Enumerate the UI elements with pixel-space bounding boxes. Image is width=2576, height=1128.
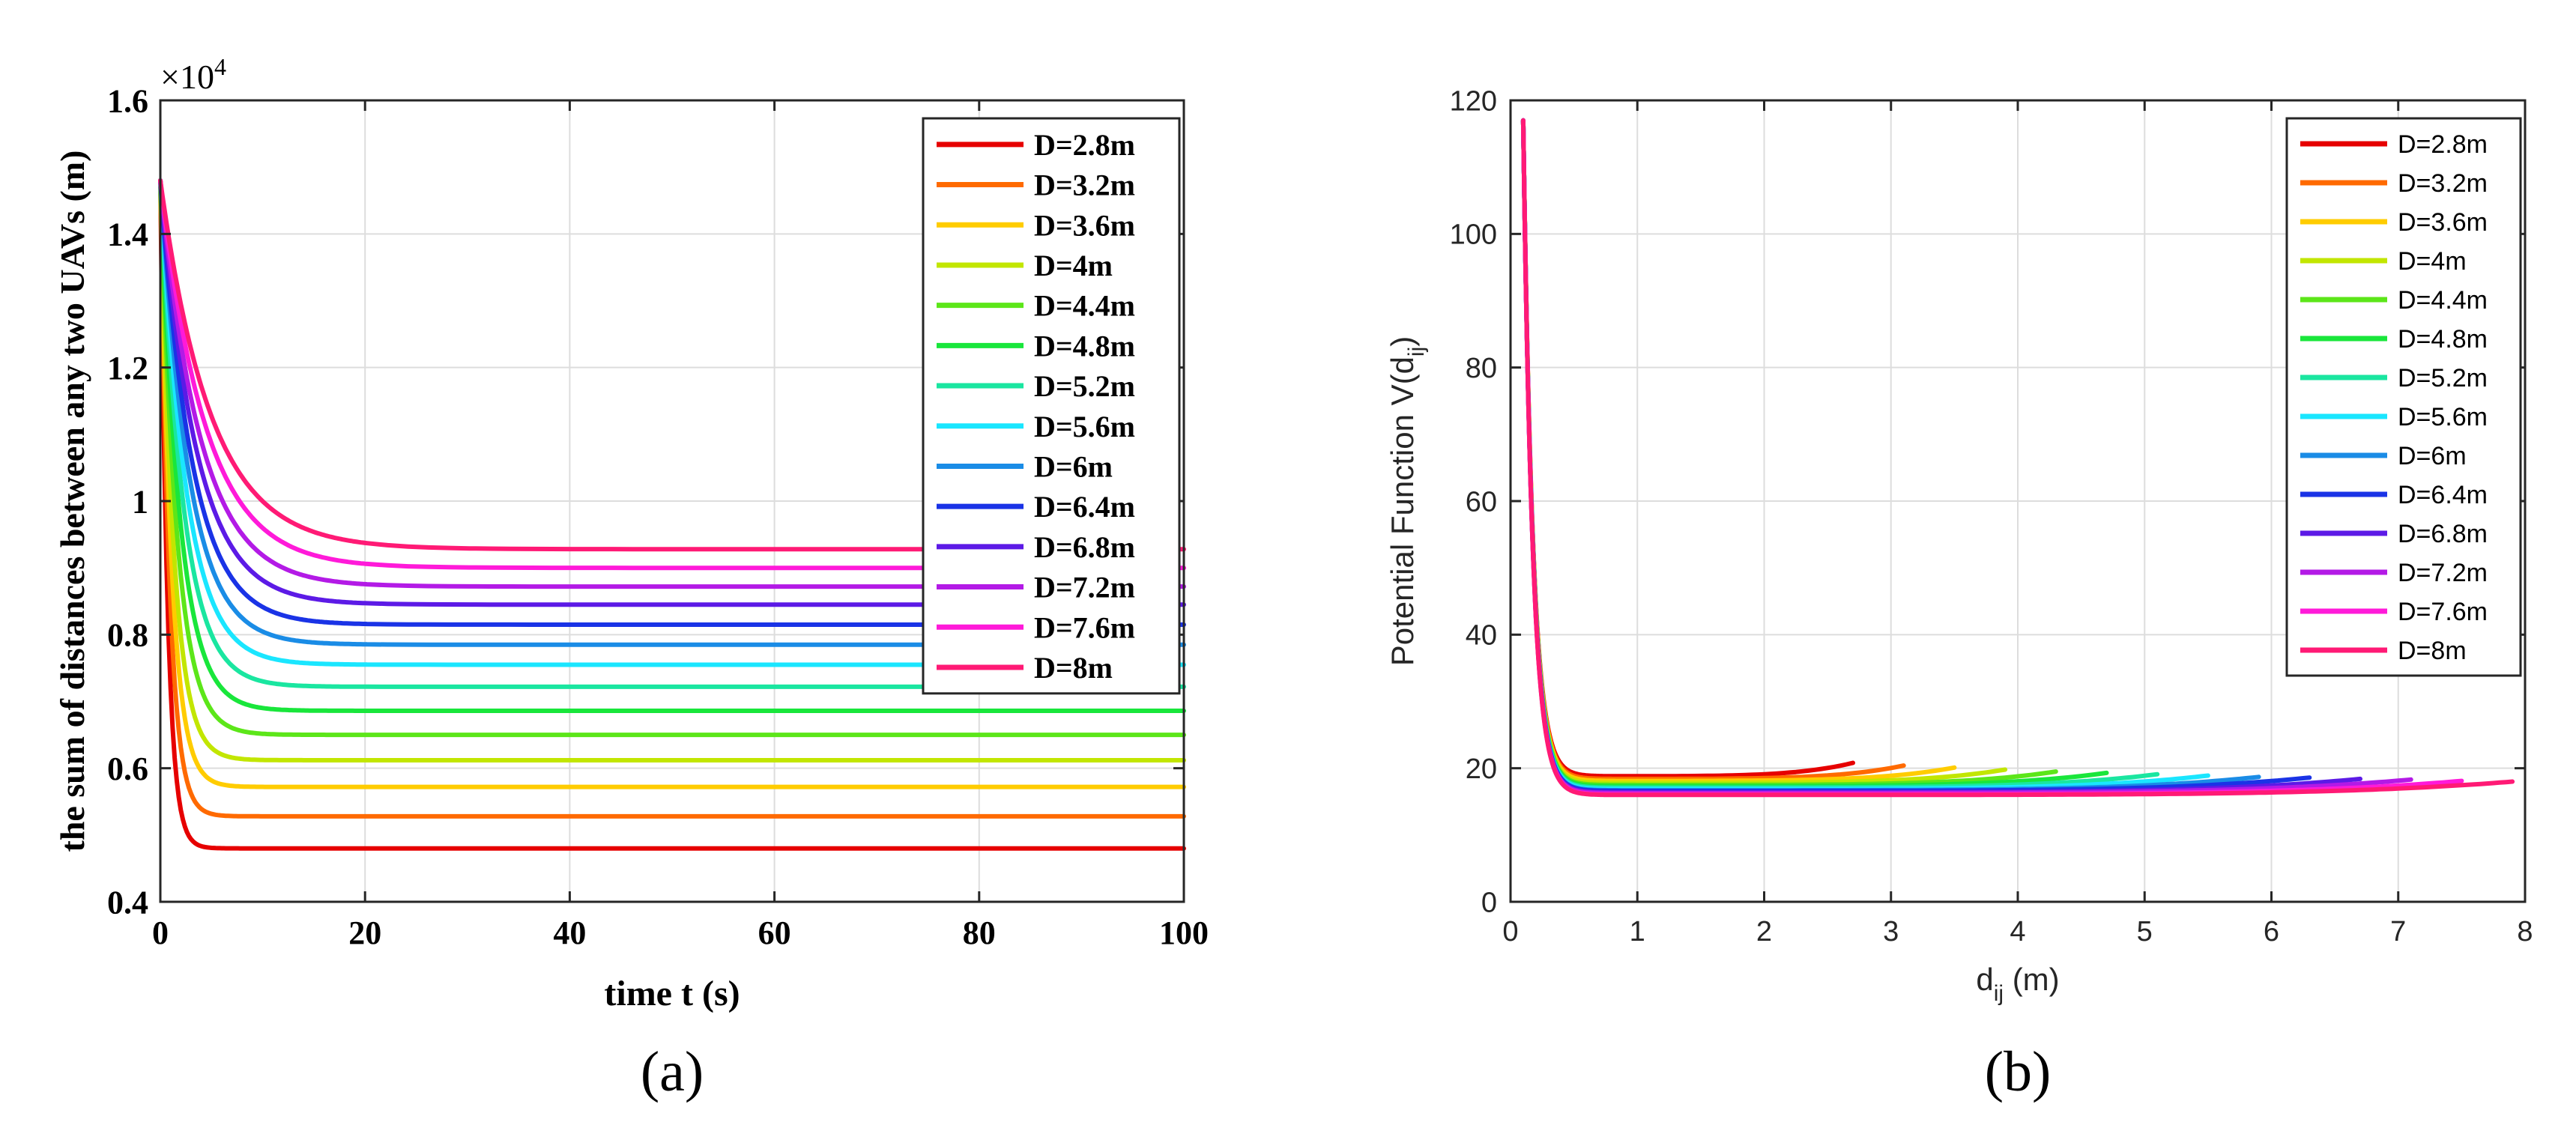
a-legend-label: D=6m (1034, 449, 1113, 483)
b-legend-label: D=5.2m (2398, 364, 2488, 392)
a-y-tick-label: 0.4 (107, 884, 148, 921)
b-y-tick-label: 60 (1466, 486, 1497, 518)
caption-b: (b) (1985, 1040, 2052, 1103)
chart-a: 0 20 40 60 80 100 0.4 0.6 0.8 1 1.2 1.4 1.6 ×104 tim… (53, 53, 1209, 1103)
a-legend-label: D=4.8m (1034, 329, 1135, 363)
a-x-tick-label: 60 (758, 915, 791, 951)
b-legend-box (2285, 117, 2522, 677)
b-legend-label: D=4m (2398, 247, 2467, 276)
chart-a-exponent-label: ×104 (160, 53, 226, 96)
chart-a-series (158, 178, 1186, 851)
a-x-tick-label: 20 (348, 915, 381, 951)
b-x-tick-label: 3 (1883, 916, 1899, 947)
b-legend-label: D=4.4m (2398, 286, 2488, 315)
b-y-tick-label: 40 (1466, 620, 1497, 652)
chart-b-x-axis-label-unit: (m) (2004, 962, 2060, 997)
a-series-line (158, 178, 1186, 689)
a-y-tick-label: 1.4 (107, 216, 148, 253)
b-y-tick-label: 100 (1450, 219, 1497, 251)
chart-a-exponent-base: ×10 (160, 58, 214, 96)
a-series-line (158, 178, 1186, 589)
b-x-tick-label: 5 (2137, 916, 2153, 947)
b-legend-label: D=5.6m (2398, 403, 2488, 431)
b-x-tick-label: 1 (1630, 916, 1645, 947)
chart-b-series (1520, 118, 2515, 798)
a-series-line (158, 178, 1186, 647)
a-legend-label: D=4m (1034, 249, 1113, 282)
chart-a-x-axis-label: time t (s) (604, 974, 740, 1013)
b-x-tick-label: 0 (1502, 916, 1518, 947)
a-legend-label: D=7.6m (1034, 610, 1135, 644)
a-series-line (158, 178, 1186, 552)
a-legend-label: D=4.4m (1034, 289, 1135, 323)
b-legend-label: D=2.8m (2398, 130, 2488, 159)
a-x-tick-label: 100 (1159, 915, 1209, 951)
b-legend-label: D=3.6m (2398, 208, 2488, 237)
a-series-line (158, 178, 1186, 762)
b-x-tick-label: 2 (1756, 916, 1772, 947)
b-y-tick-label: 0 (1481, 887, 1497, 918)
b-legend-label: D=3.2m (2398, 169, 2488, 198)
a-series-line (158, 178, 1186, 571)
a-series-line (158, 178, 1186, 713)
chart-b-x-axis-label-sub: ij (1994, 981, 2004, 1006)
b-legend-label: D=6.4m (2398, 481, 2488, 509)
b-series-line (1520, 118, 2515, 798)
a-legend-box (922, 117, 1181, 695)
chart-b-legend: D=2.8m D=3.2m D=3.6m D=4m D=4.4m D=4.8m D=5.2m… (2285, 117, 2522, 677)
b-x-tick-label: 8 (2517, 916, 2533, 947)
b-x-tick-label: 7 (2390, 916, 2406, 947)
b-legend-label: D=7.6m (2398, 598, 2488, 626)
a-legend-label: D=8m (1034, 651, 1113, 685)
a-y-tick-label: 1.6 (107, 82, 148, 119)
caption-a: (a) (641, 1040, 704, 1103)
chart-b-y-axis-label-sub: ij (1404, 347, 1429, 357)
a-legend-label: D=7.2m (1034, 571, 1135, 604)
a-x-tick-label: 40 (553, 915, 586, 951)
b-y-tick-label: 80 (1466, 353, 1497, 384)
b-x-tick-label: 4 (2010, 916, 2025, 947)
b-legend-label: D=6.8m (2398, 520, 2488, 548)
chart-b-x-axis-label: dij (m) (1976, 962, 2059, 1006)
chart-a-ticks: 0 20 40 60 80 100 0.4 0.6 0.8 1 1.2 1.4 1.6 (107, 82, 1209, 951)
a-series-line (158, 178, 1186, 607)
b-legend-label: D=7.2m (2398, 559, 2488, 587)
chart-b-x-axis-label-main: d (1976, 962, 1993, 997)
b-legend-label: D=4.8m (2398, 325, 2488, 354)
chart-a-exponent-power: 4 (214, 53, 226, 80)
a-legend-label: D=3.2m (1034, 169, 1135, 202)
b-legend-label: D=8m (2398, 637, 2467, 665)
a-series-line (158, 178, 1186, 789)
a-series-line (158, 178, 1186, 667)
b-y-tick-label: 120 (1450, 85, 1497, 117)
a-legend-label: D=6.8m (1034, 530, 1135, 564)
chart-b-y-axis-label-end: ) (1385, 336, 1420, 347)
a-x-tick-label: 0 (152, 915, 169, 951)
b-legend-label: D=6m (2398, 442, 2467, 470)
a-y-tick-label: 1 (132, 483, 148, 520)
a-series-line (158, 178, 1186, 819)
a-series-line (158, 178, 1186, 738)
chart-a-y-axis-label: the sum of distances between any two UAV… (53, 150, 91, 852)
a-series-line (158, 178, 1186, 851)
chart-b-y-axis-label-main: Potential Function V(d (1385, 357, 1420, 666)
a-legend-label: D=3.6m (1034, 208, 1135, 242)
a-series-line (158, 178, 1186, 627)
b-x-tick-label: 6 (2264, 916, 2279, 947)
a-legend-label: D=6.4m (1034, 490, 1135, 524)
a-y-tick-label: 1.2 (107, 350, 148, 386)
a-y-tick-label: 0.6 (107, 751, 148, 787)
a-x-tick-label: 80 (963, 915, 996, 951)
a-y-tick-label: 0.8 (107, 617, 148, 654)
a-legend-label: D=5.2m (1034, 369, 1135, 403)
b-y-tick-label: 20 (1466, 753, 1497, 785)
a-legend-label: D=5.6m (1034, 410, 1135, 443)
chart-b-y-axis-label: Potential Function V(dij) (1385, 336, 1429, 667)
a-legend-label: D=2.8m (1034, 128, 1135, 162)
chart-a-legend: D=2.8m D=3.2m D=3.6m D=4m D=4.4m D=4.8m D=5.2m… (922, 117, 1181, 695)
